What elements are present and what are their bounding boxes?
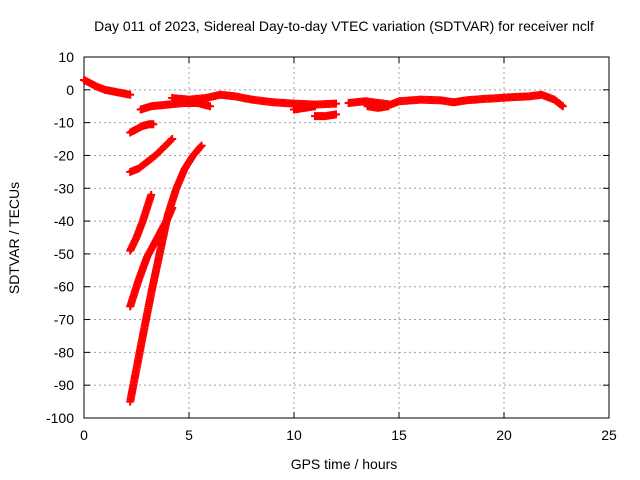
data-point-marker — [384, 102, 393, 111]
y-tick-label: -30 — [54, 180, 74, 196]
data-point-marker — [147, 190, 156, 199]
x-tick-label: 25 — [601, 427, 617, 443]
data-series — [344, 90, 567, 111]
data-point-marker — [126, 90, 135, 99]
x-tick-label: 15 — [391, 427, 407, 443]
x-tick-label: 0 — [80, 427, 88, 443]
data-series — [80, 75, 135, 99]
y-tick-label: -20 — [54, 147, 74, 163]
data-point-marker — [149, 120, 158, 129]
y-tick-label: -70 — [54, 312, 74, 328]
data-point-marker — [168, 135, 177, 144]
grid-lines — [84, 57, 609, 418]
y-tick-label: -100 — [46, 410, 74, 426]
y-tick-label: -60 — [54, 279, 74, 295]
y-tick-label: 10 — [58, 49, 74, 65]
data-point-marker — [558, 102, 567, 111]
data-series — [126, 190, 156, 255]
data-point-marker — [332, 110, 340, 119]
data-point-marker — [311, 102, 319, 111]
data-point-marker — [166, 136, 175, 145]
x-axis-title: GPS time / hours — [291, 456, 398, 472]
data-markers — [80, 75, 567, 406]
y-tick-label: -40 — [54, 213, 74, 229]
y-tick-label: -50 — [54, 246, 74, 262]
data-series — [290, 102, 319, 114]
y-tick-label: -10 — [54, 115, 74, 131]
y-tick-label: 0 — [66, 82, 74, 98]
data-series — [126, 141, 206, 406]
data-series — [126, 135, 177, 176]
y-tick-label: -90 — [54, 377, 74, 393]
data-point-marker — [332, 99, 340, 108]
data-series — [126, 120, 158, 137]
x-tick-label: 20 — [496, 427, 512, 443]
chart-title: Day 011 of 2023, Sidereal Day-to-day VTE… — [94, 18, 594, 34]
data-series — [311, 110, 340, 121]
axis-ticks: 0 5 10 15 20 25 10 0 -10 -20 -30 -40 -50 -60 -70 -80 -90… — [46, 49, 617, 443]
data-point-marker — [206, 102, 214, 111]
y-tick-label: -80 — [54, 344, 74, 360]
plot-frame — [83, 56, 610, 419]
data-point-marker — [196, 143, 205, 152]
y-axis-title: SDTVAR / TECUs — [6, 182, 22, 294]
x-tick-label: 5 — [185, 427, 193, 443]
x-tick-label: 10 — [286, 427, 302, 443]
data-point-marker — [197, 141, 206, 150]
data-point-marker — [557, 101, 566, 110]
data-series — [363, 102, 393, 112]
